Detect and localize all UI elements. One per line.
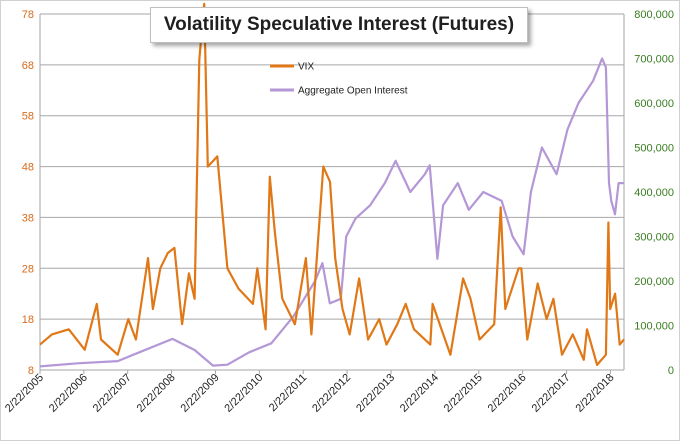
y-right-tick-label: 800,000 <box>634 9 674 21</box>
x-tick-label: 2/22/2015 <box>442 372 485 415</box>
y-right-tick-label: 300,000 <box>634 232 674 244</box>
grid <box>39 13 625 371</box>
y-right-tick-label: 0 <box>668 365 674 377</box>
y-right-tick-label: 600,000 <box>634 98 674 110</box>
x-tick-label: 2/22/2018 <box>573 372 616 415</box>
x-tick-label: 2/22/2006 <box>47 372 90 415</box>
series-line-aggregate-open-interest <box>39 57 624 368</box>
chart-title: Volatility Speculative Interest (Futures… <box>150 7 528 43</box>
y-left-tick-label: 68 <box>22 60 34 72</box>
y-left-tick-label: 78 <box>22 9 34 21</box>
y-right-tick-label: 400,000 <box>634 187 674 199</box>
x-axis: 2/22/2005 2/22/2006 2/22/2007 2/22/2008 2/22… <box>3 370 617 415</box>
x-tick-label: 2/22/2014 <box>398 372 441 415</box>
legend: VIX Aggregate Open Interest <box>270 62 408 97</box>
y-left-axis: 8 18 28 38 48 58 68 78 <box>22 9 34 377</box>
y-right-tick-label: 100,000 <box>634 321 674 333</box>
y-left-tick-label: 48 <box>22 162 34 174</box>
y-right-tick-label: 700,000 <box>634 54 674 66</box>
y-right-axis: 0 100,000 200,000 300,000 400,000 500,000 600,… <box>634 9 674 377</box>
y-right-tick-label: 500,000 <box>634 143 674 155</box>
x-tick-label: 2/22/2010 <box>222 372 265 415</box>
x-tick-label: 2/22/2017 <box>530 372 573 415</box>
legend-label: Aggregate Open Interest <box>298 86 408 97</box>
y-right-tick-label: 200,000 <box>634 276 674 288</box>
x-tick-label: 2/22/2012 <box>310 372 353 415</box>
x-tick-label: 2/22/2009 <box>179 372 222 415</box>
x-tick-label: 2/22/2005 <box>3 372 46 415</box>
series-line-vix <box>39 2 625 366</box>
x-tick-label: 2/22/2008 <box>135 372 178 415</box>
series-layer <box>39 2 625 368</box>
x-tick-label: 2/22/2007 <box>91 372 134 415</box>
x-tick-label: 2/22/2016 <box>486 372 529 415</box>
x-tick-label: 2/22/2011 <box>267 372 310 415</box>
y-left-tick-label: 18 <box>22 314 34 326</box>
y-left-tick-label: 58 <box>22 111 34 123</box>
y-left-tick-label: 8 <box>28 365 34 377</box>
legend-label: VIX <box>298 62 314 73</box>
y-left-tick-label: 38 <box>22 212 34 224</box>
x-tick-label: 2/22/2013 <box>354 372 397 415</box>
y-left-tick-label: 28 <box>22 263 34 275</box>
